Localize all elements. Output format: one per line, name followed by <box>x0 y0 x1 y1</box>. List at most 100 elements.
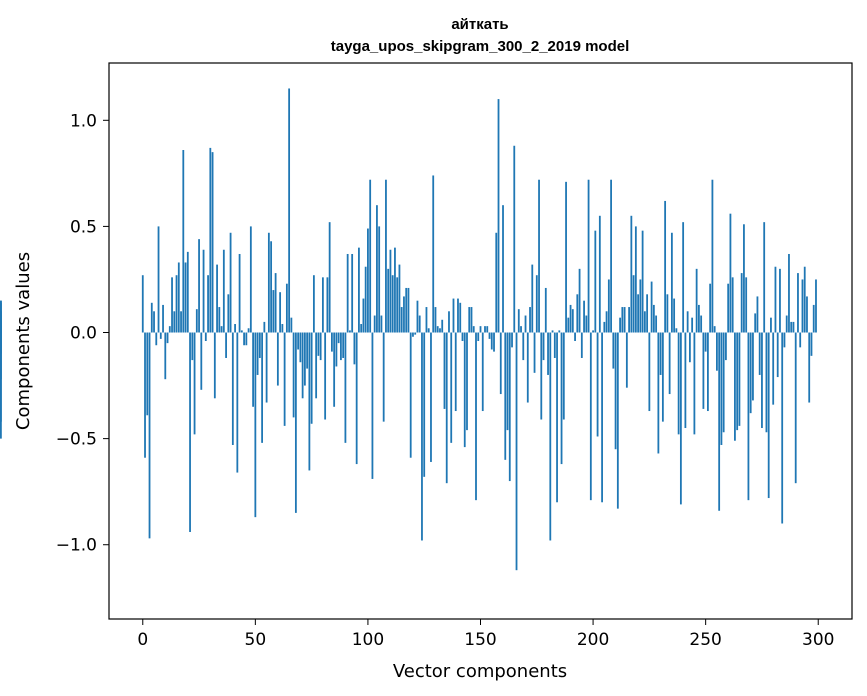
bar <box>376 205 378 333</box>
bar <box>265 332 268 403</box>
bar <box>556 332 558 503</box>
bar <box>198 239 200 333</box>
bar <box>679 332 682 505</box>
bar <box>358 247 360 333</box>
bar <box>409 332 412 458</box>
bar <box>616 332 619 509</box>
bar <box>423 332 426 477</box>
bar <box>222 249 225 333</box>
bar <box>567 317 570 333</box>
bar <box>531 264 534 333</box>
bar <box>716 332 718 371</box>
bar <box>736 332 739 431</box>
bar <box>200 332 203 390</box>
bar <box>153 311 155 333</box>
bar <box>416 300 419 333</box>
bar <box>758 332 761 375</box>
bar <box>815 279 817 333</box>
bar <box>378 226 381 333</box>
bar <box>290 317 293 333</box>
bar <box>776 332 779 378</box>
bar <box>463 332 466 448</box>
bar <box>396 277 399 333</box>
bar <box>0 332 2 422</box>
bar <box>661 332 664 422</box>
bar <box>333 332 336 407</box>
bar <box>693 332 696 435</box>
bar <box>610 179 612 333</box>
bar <box>349 330 351 333</box>
bar <box>722 332 725 433</box>
bar <box>682 222 685 333</box>
bar <box>168 326 171 333</box>
bar <box>459 302 462 333</box>
bar <box>700 315 703 333</box>
bar <box>292 332 295 418</box>
bar <box>362 298 365 333</box>
y-axis-label: Components values <box>13 252 34 430</box>
x-tick-label: 0 <box>137 630 148 650</box>
bar <box>193 332 196 435</box>
bar <box>506 332 509 431</box>
bar <box>281 324 284 333</box>
bar <box>414 332 417 335</box>
bar <box>756 296 759 333</box>
bar <box>315 332 318 399</box>
chart-title: айткать <box>451 16 508 33</box>
bar <box>155 332 158 346</box>
y-axis-ticks: −1.0 −0.5 0.0 0.5 1.0 <box>56 111 109 556</box>
y-tick-label: 0.0 <box>70 324 97 344</box>
bar <box>337 332 340 344</box>
bar <box>364 266 367 333</box>
bar <box>808 332 811 403</box>
bar <box>490 332 493 350</box>
bar <box>261 332 263 443</box>
bar <box>659 332 662 375</box>
bar <box>544 287 547 333</box>
bar <box>238 253 241 333</box>
bar <box>389 249 392 333</box>
bar <box>252 332 254 407</box>
bar <box>247 328 250 333</box>
bar <box>551 330 554 333</box>
bar <box>779 268 781 333</box>
bar <box>731 277 734 333</box>
bar <box>754 313 757 333</box>
bar <box>306 332 309 369</box>
bar <box>709 283 712 333</box>
bar <box>574 332 576 341</box>
bar <box>398 264 401 333</box>
bar <box>540 332 543 420</box>
bar <box>628 307 630 333</box>
bar <box>157 226 160 333</box>
bar <box>303 332 306 386</box>
bar <box>234 324 236 333</box>
bar <box>666 294 669 333</box>
bar <box>331 332 333 352</box>
bar <box>601 332 603 503</box>
bar <box>619 317 621 333</box>
x-tick-label: 100 <box>352 630 384 650</box>
bar <box>285 283 288 333</box>
bar <box>806 296 808 333</box>
bar <box>240 330 243 333</box>
bar <box>788 253 790 333</box>
bar <box>562 332 565 420</box>
bar <box>418 315 421 333</box>
bar <box>400 307 403 333</box>
bar <box>144 332 146 458</box>
bar <box>493 332 495 352</box>
bar <box>177 262 180 333</box>
bar <box>720 332 723 445</box>
bar <box>326 277 329 333</box>
bar <box>625 332 628 388</box>
bar <box>299 332 302 363</box>
bar <box>391 275 394 333</box>
bar <box>571 309 574 333</box>
bar <box>767 332 770 499</box>
bar <box>445 332 448 484</box>
bar <box>319 332 322 361</box>
x-tick-label: 250 <box>689 630 721 650</box>
bar <box>272 290 275 333</box>
